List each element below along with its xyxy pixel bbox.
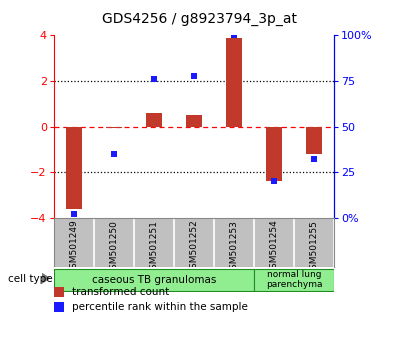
Point bbox=[231, 33, 237, 38]
Bar bbox=[266, 127, 282, 181]
Bar bbox=[66, 127, 82, 209]
Bar bbox=[186, 115, 202, 127]
Point bbox=[70, 211, 77, 217]
Text: GSM501249: GSM501249 bbox=[69, 220, 78, 274]
Bar bbox=[106, 127, 122, 128]
Point bbox=[111, 151, 117, 157]
Text: cell type: cell type bbox=[8, 274, 53, 284]
Point bbox=[271, 178, 277, 184]
Text: transformed count: transformed count bbox=[72, 287, 169, 297]
Point bbox=[311, 156, 318, 162]
Bar bbox=[146, 113, 162, 127]
Bar bbox=[54, 268, 254, 291]
Point bbox=[151, 76, 157, 82]
Bar bbox=[226, 38, 242, 127]
Text: percentile rank within the sample: percentile rank within the sample bbox=[72, 302, 248, 312]
Polygon shape bbox=[42, 273, 51, 284]
Bar bbox=[254, 268, 334, 291]
Text: GSM501255: GSM501255 bbox=[310, 220, 319, 275]
Bar bbox=[306, 127, 322, 154]
Text: caseous TB granulomas: caseous TB granulomas bbox=[92, 275, 216, 285]
Point bbox=[191, 73, 197, 78]
Text: GSM501254: GSM501254 bbox=[270, 220, 279, 274]
Text: GSM501251: GSM501251 bbox=[149, 220, 158, 275]
Text: GSM501253: GSM501253 bbox=[230, 220, 239, 275]
Text: GSM501250: GSM501250 bbox=[109, 220, 118, 275]
Text: normal lung
parenchyma: normal lung parenchyma bbox=[266, 270, 322, 289]
Text: GDS4256 / g8923794_3p_at: GDS4256 / g8923794_3p_at bbox=[101, 12, 297, 27]
Text: GSM501252: GSM501252 bbox=[189, 220, 199, 274]
